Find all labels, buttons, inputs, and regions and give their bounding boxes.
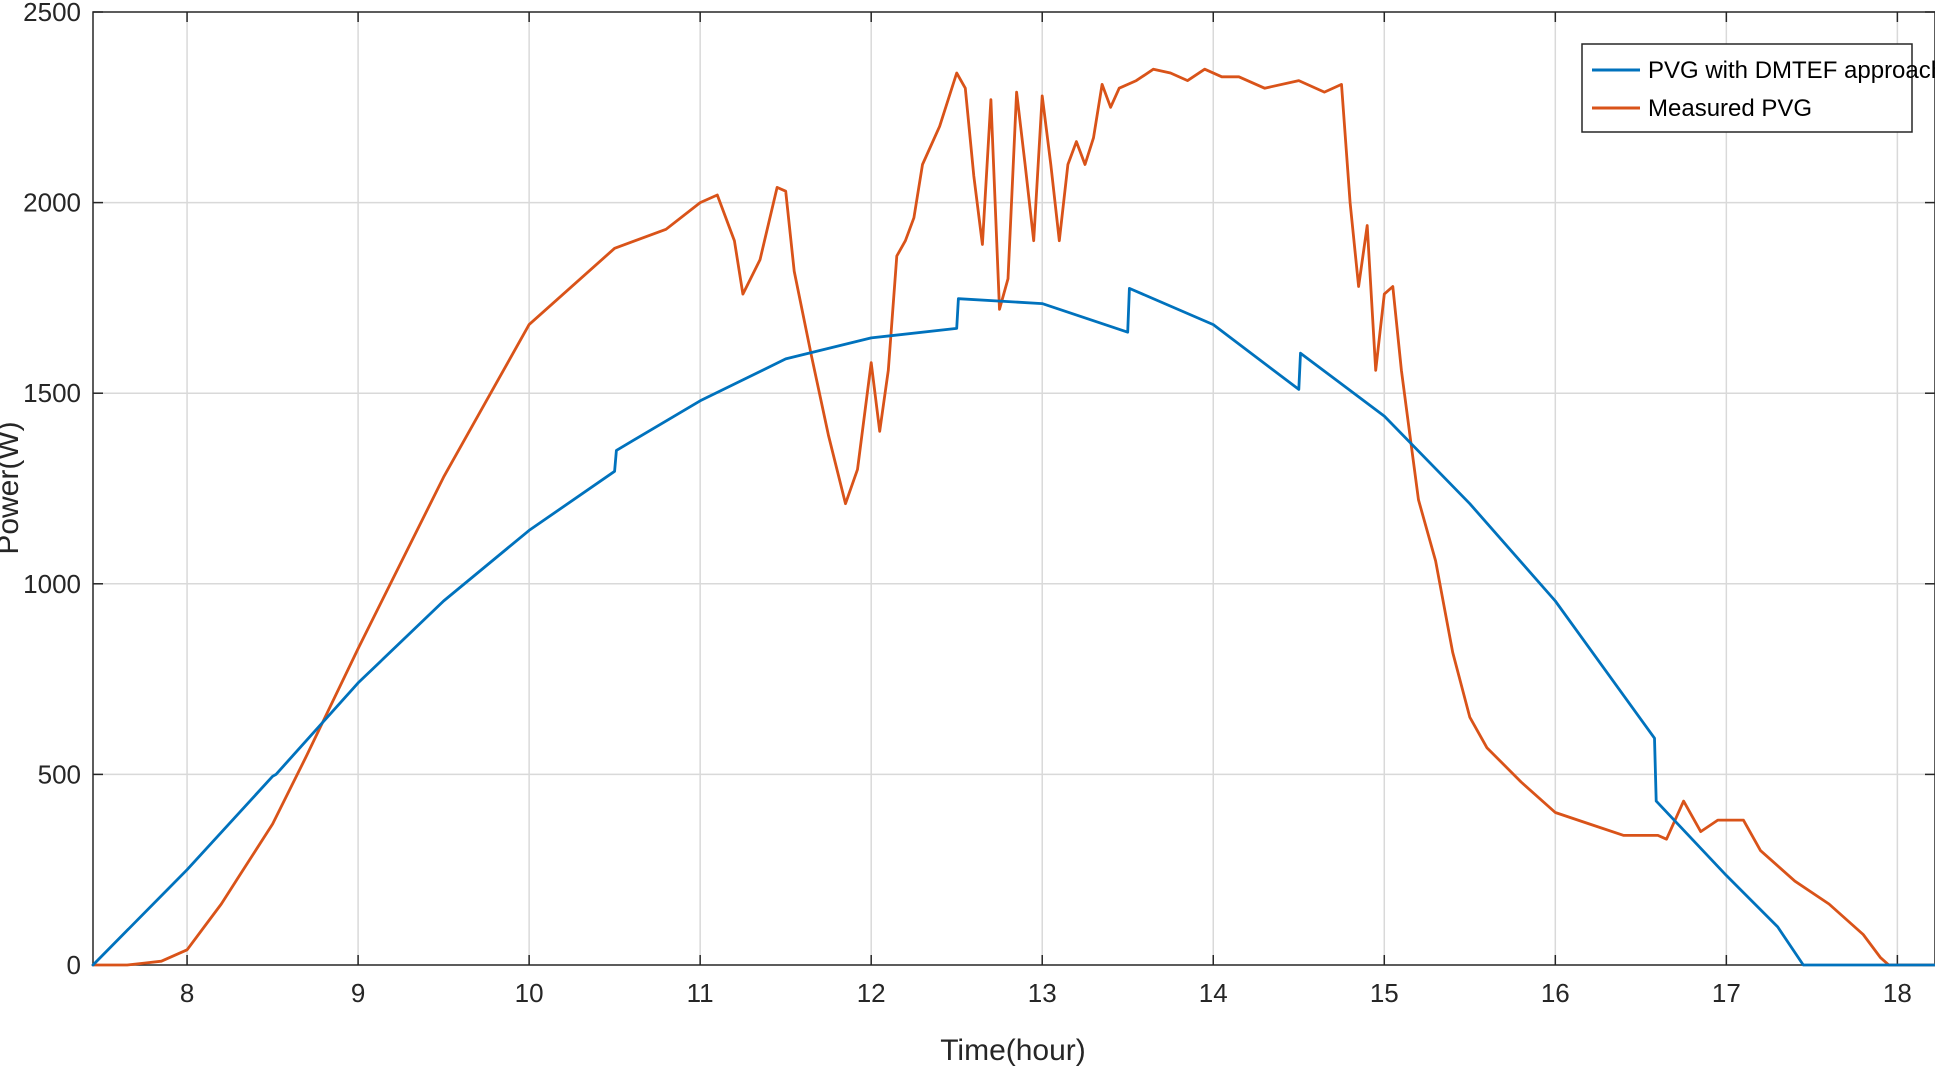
series-line-dmtef <box>91 287 1935 967</box>
y-tick-label: 500 <box>38 759 81 789</box>
y-tick-label: 0 <box>67 950 81 980</box>
x-tick-label: 18 <box>1883 978 1912 1008</box>
legend-box <box>1581 43 1913 133</box>
x-tick-label: 10 <box>515 978 544 1008</box>
y-tick-label: 2500 <box>23 0 81 27</box>
axis-ticks: 8 9 10 11 12 13 14 15 16 17 18 0 500 1000 1500 2000 2500 <box>23 0 1935 1008</box>
x-tick-label: 17 <box>1712 978 1741 1008</box>
grid-lines <box>93 12 1935 965</box>
legend-label-dmtef: PVG with DMTEF approach <box>1648 57 1935 84</box>
x-tick-label: 16 <box>1541 978 1570 1008</box>
legend-label-measured: Measured PVG <box>1648 95 1812 122</box>
y-tick-label: 1500 <box>23 378 81 408</box>
series-layer <box>91 67 1935 967</box>
y-axis-label: Power(W) <box>0 421 25 554</box>
x-tick-label: 11 <box>687 978 714 1008</box>
x-tick-label: 12 <box>857 978 886 1008</box>
x-tick-label: 9 <box>351 978 365 1008</box>
series-line-measured <box>91 67 1935 967</box>
plot-area-frame <box>92 11 1935 966</box>
x-tick-label: 14 <box>1199 978 1228 1008</box>
x-tick-label: 15 <box>1370 978 1399 1008</box>
x-tick-label: 13 <box>1028 978 1057 1008</box>
y-tick-label: 2000 <box>23 188 81 218</box>
legend: PVG with DMTEF approach Measured PVG <box>1581 43 1935 133</box>
y-tick-label: 1000 <box>23 569 81 599</box>
x-tick-label: 8 <box>180 978 194 1008</box>
x-axis-label: Time(hour) <box>940 1034 1086 1067</box>
